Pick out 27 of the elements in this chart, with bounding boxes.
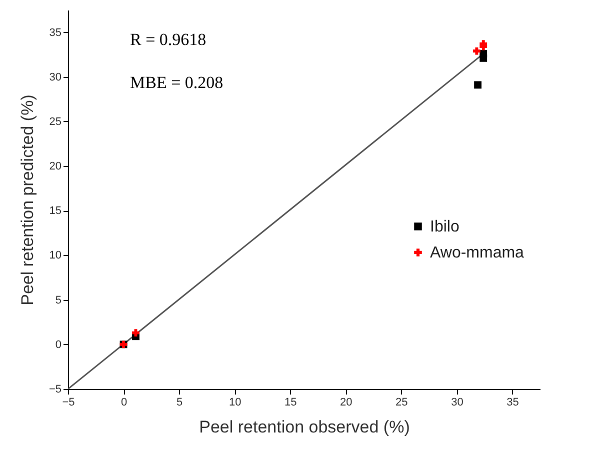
y-tick-label: 20	[49, 160, 62, 173]
point	[472, 47, 480, 55]
x-tick-label: 25	[396, 396, 408, 408]
point	[480, 50, 488, 58]
x-tick-label: 0	[120, 396, 128, 408]
y-tick-label: 15	[49, 205, 62, 218]
legend-label: Ibilo	[430, 218, 460, 236]
x-axis-title: Peel retention observed (%)	[199, 418, 410, 436]
x-tick-label: 35	[506, 396, 519, 408]
x-tick-label: 20	[340, 396, 352, 408]
annotation: R = 0.9618	[130, 30, 206, 49]
point	[132, 329, 140, 337]
y-tick-label: 5	[55, 294, 62, 306]
y-tick-label: 0	[55, 338, 62, 351]
x-tick-label: 30	[451, 396, 464, 408]
y-tick-label: 25	[49, 116, 62, 128]
y-axis-title: Peel retention predicted (%)	[18, 94, 37, 306]
y-tick-label: 30	[49, 71, 62, 84]
x-tick-label: 5	[176, 396, 183, 408]
x-tick-label: 10	[228, 396, 242, 408]
y-tick-label: 10	[49, 250, 62, 262]
point	[474, 81, 482, 89]
y-tick-label: −5	[48, 384, 62, 396]
annotation: MBE = 0.208	[130, 73, 224, 92]
x-tick-label: 15	[284, 396, 297, 408]
legend-label: Awo-mmama	[430, 244, 524, 262]
y-tick-label: 35	[49, 26, 62, 39]
